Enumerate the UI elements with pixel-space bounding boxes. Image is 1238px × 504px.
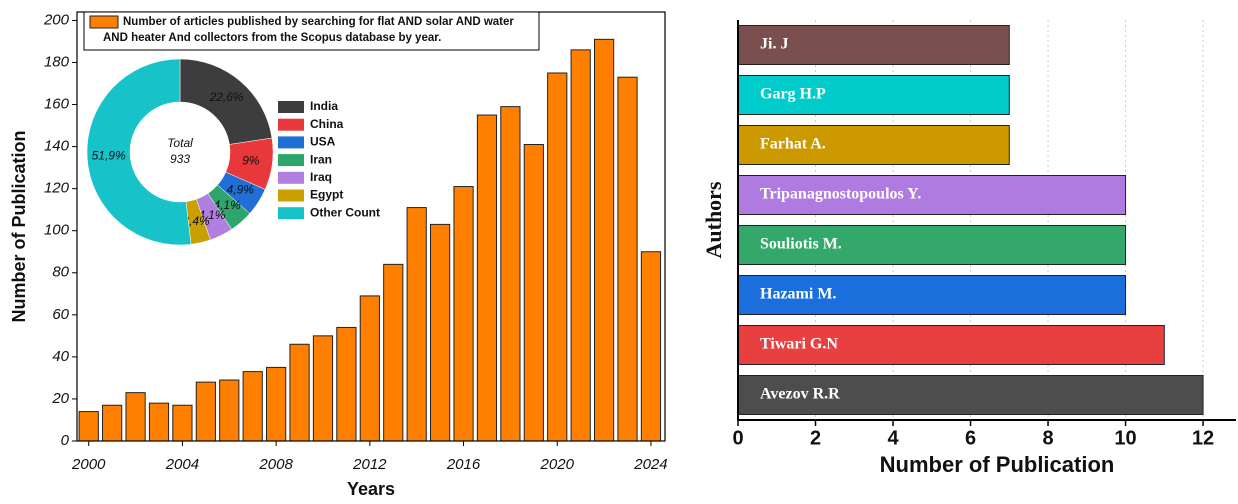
bar: [289, 343, 310, 442]
y-tick-label: 20: [51, 390, 69, 407]
bar: [266, 366, 287, 442]
legend-swatch: [278, 207, 304, 220]
slice-label: 22,6%: [209, 90, 244, 104]
bar: [453, 186, 474, 442]
x-tick-label: 2016: [446, 456, 481, 473]
x-tick-label: 2024: [633, 456, 667, 473]
bar: [593, 38, 615, 442]
bar-label: Ji. J: [760, 36, 788, 53]
y-tick-label: 120: [44, 180, 70, 197]
bar: [737, 325, 1165, 365]
y-axis-label: Number of Publication: [9, 130, 29, 322]
bar: [219, 379, 240, 442]
x-tick-label: 12: [1192, 427, 1214, 449]
y-axis-label: Authors: [701, 181, 726, 258]
x-tick-label: 6: [965, 427, 976, 449]
x-tick-label: 10: [1114, 427, 1136, 449]
legend-text: Number of articles published by searchin…: [103, 16, 514, 44]
bar: [737, 375, 1204, 415]
bar: [148, 402, 170, 442]
y-tick-label: 200: [43, 11, 70, 28]
y-tick-label: 80: [52, 264, 69, 281]
y-tick-label: 0: [61, 432, 70, 449]
legend-label: Other Count: [310, 205, 380, 219]
bar: [102, 404, 123, 442]
legend-label: Egypt: [310, 188, 343, 202]
bar: [523, 143, 544, 442]
legend-label: USA: [310, 135, 336, 149]
bar-label: Tiwari G.N: [760, 336, 838, 353]
y-tick-label: 180: [44, 53, 70, 70]
x-tick-label: 2008: [258, 456, 293, 473]
bar: [242, 371, 263, 442]
bar: [737, 175, 1127, 215]
slice-label: 9%: [242, 154, 260, 168]
bar: [125, 392, 146, 442]
bar-label: Farhat A.: [760, 136, 826, 153]
bar: [383, 263, 404, 442]
bar: [195, 381, 216, 442]
bar: [359, 295, 380, 442]
legend-label: Iraq: [310, 170, 332, 184]
legend-entry: Number of articles published by searchin…: [103, 16, 514, 44]
bar: [336, 326, 357, 442]
center-title: Total: [167, 136, 193, 150]
bar: [617, 76, 638, 442]
y-tick-label: 100: [44, 222, 70, 239]
bar: [570, 49, 591, 442]
bar: [78, 411, 99, 442]
bar: [547, 72, 568, 442]
x-tick-label: 8: [1042, 427, 1053, 449]
slice-label: 3,4%: [182, 214, 210, 228]
bar: [640, 251, 662, 442]
bar-label: Hazami M.: [760, 286, 836, 303]
bar: [737, 125, 1010, 165]
legend-swatch: [278, 101, 304, 113]
slice-label: 4,1%: [213, 198, 241, 212]
bar-label: Garg H.P: [760, 86, 826, 103]
legend-swatch: [278, 171, 304, 184]
legend-box: [83, 11, 540, 51]
pie-slice: [86, 58, 192, 246]
legend-swatch: [278, 189, 304, 202]
bar: [500, 106, 521, 442]
x-tick-label: 0: [732, 427, 743, 449]
bar-label: Avezov R.R: [760, 386, 840, 403]
legend-swatch: [278, 136, 304, 149]
legend-label: Iran: [310, 152, 332, 166]
bar: [737, 75, 1010, 115]
bar-label: Souliotis M.: [760, 236, 842, 253]
legend-swatch: [278, 118, 304, 131]
y-tick-label: 140: [44, 138, 70, 155]
y-tick-label: 40: [52, 348, 69, 365]
y-tick-label: 160: [44, 95, 70, 112]
x-axis-label: Number of Publication: [880, 452, 1115, 477]
x-tick-label: 2000: [71, 456, 106, 473]
bar: [737, 25, 1010, 65]
x-tick-label: 2004: [165, 456, 199, 473]
legend-swatch: [89, 15, 119, 29]
slice-label: 4,1%: [198, 208, 226, 222]
bar-label: Tripanagnostopoulos Y.: [760, 186, 921, 203]
slice-label: 51,9%: [92, 148, 126, 162]
bar: [737, 225, 1127, 265]
bar: [172, 404, 193, 442]
x-tick-label: 2: [810, 427, 821, 449]
bar: [312, 335, 334, 442]
bar: [737, 275, 1127, 315]
x-tick-label: 2012: [352, 456, 387, 473]
x-axis-label: Years: [347, 479, 395, 499]
center-total: 933: [170, 152, 190, 166]
legend-label: China: [310, 117, 344, 131]
slice-label: 4,9%: [227, 183, 255, 197]
x-tick-label: 2020: [540, 456, 575, 473]
x-tick-label: 4: [887, 427, 899, 449]
bar: [430, 223, 451, 442]
legend-swatch: [278, 154, 304, 167]
legend-label: India: [310, 99, 338, 113]
bar: [406, 207, 427, 442]
y-tick-label: 60: [52, 306, 69, 323]
bar: [476, 114, 498, 442]
